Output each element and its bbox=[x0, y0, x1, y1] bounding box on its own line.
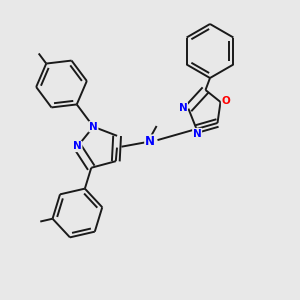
Text: O: O bbox=[221, 96, 230, 106]
Text: N: N bbox=[89, 122, 98, 132]
Text: N: N bbox=[73, 142, 82, 152]
Text: N: N bbox=[145, 135, 155, 148]
Text: N: N bbox=[193, 128, 202, 139]
Text: N: N bbox=[178, 103, 188, 113]
